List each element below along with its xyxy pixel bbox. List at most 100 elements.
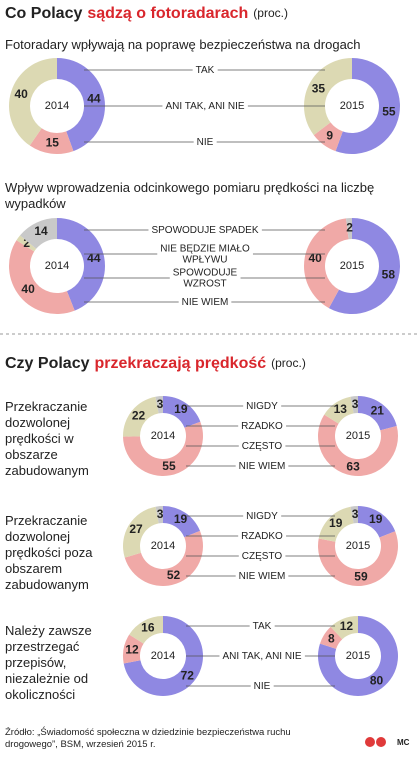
donut-segment	[9, 240, 75, 315]
value-label: 3	[157, 397, 164, 411]
category-label: TAK	[253, 621, 272, 632]
label-background	[235, 569, 289, 583]
category-label: CZĘSTO	[242, 441, 283, 452]
donut-segment	[318, 506, 354, 542]
year-label: 2015	[346, 430, 370, 442]
label-background	[238, 529, 287, 543]
value-label: 9	[326, 128, 333, 142]
label-background	[162, 99, 248, 113]
value-label: 27	[129, 522, 143, 536]
category-label: NIGDY	[246, 401, 278, 412]
donut-segment	[123, 634, 144, 664]
value-label: 44	[87, 92, 101, 106]
section-title: Czy Polacy przekraczają prędkość (proc.)	[5, 355, 306, 372]
donut-segment	[330, 616, 358, 640]
question: Przekraczanie dozwolonej prędkości poza obs…	[5, 513, 93, 592]
label-background	[148, 223, 262, 237]
value-label: 8	[328, 631, 335, 645]
year-label: 2015	[340, 260, 364, 272]
donut-segment	[124, 530, 204, 587]
donut-segment	[129, 616, 163, 644]
label-background	[169, 266, 241, 291]
value-label: 40	[308, 251, 322, 265]
value-label: 12	[340, 619, 354, 633]
value-label: 3	[352, 507, 359, 521]
category-label: NIE BĘDZIE MIAŁO WPŁYWU	[160, 243, 250, 265]
value-label: 55	[162, 459, 176, 473]
donut-segment	[29, 128, 74, 154]
donut-segment	[163, 396, 201, 428]
donut-segment	[123, 421, 203, 476]
value-label: 14	[34, 224, 48, 238]
value-label: 12	[125, 642, 139, 656]
value-label: 40	[21, 282, 35, 296]
donut-segment	[9, 58, 57, 146]
label-background	[193, 135, 217, 149]
donut-segment	[350, 506, 358, 524]
title-unit: (proc.)	[271, 356, 306, 370]
label-background	[238, 419, 287, 433]
donut-segment	[313, 122, 343, 152]
category-label: RZADKO	[241, 531, 283, 542]
donut-segment	[155, 396, 163, 414]
donut-segment	[335, 58, 400, 154]
value-label: 19	[369, 512, 383, 526]
question: Fotoradary wpływają na poprawę bezpiecze…	[5, 37, 361, 52]
donut-segment	[123, 616, 204, 696]
value-label: 3	[157, 507, 164, 521]
question: Wpływ wprowadzenia odcinkowego pomiaru p…	[4, 180, 374, 211]
value-label: 3	[352, 397, 359, 411]
donut-segment	[324, 396, 354, 424]
value-label: 80	[370, 674, 384, 688]
value-label: 13	[334, 402, 348, 416]
value-label: 52	[167, 568, 181, 582]
donut-segment	[345, 218, 352, 240]
category-label: ANI TAK, ANI NIE	[222, 651, 301, 662]
year-label: 2014	[151, 540, 175, 552]
donut-segment	[317, 414, 398, 477]
donut-segment	[155, 506, 163, 524]
donut-segment	[318, 531, 398, 586]
category-label: NIE WIEM	[182, 297, 229, 308]
year-label: 2015	[346, 650, 370, 662]
value-label: 15	[46, 135, 60, 149]
category-label: NIE	[197, 137, 214, 148]
year-label: 2014	[151, 430, 175, 442]
year-label: 2014	[45, 260, 69, 272]
logo-icon	[376, 737, 386, 747]
donut-segment	[328, 218, 401, 315]
value-label: 40	[15, 87, 29, 101]
value-label: 72	[181, 668, 195, 682]
donut-segment	[57, 218, 105, 311]
label-background	[243, 509, 282, 523]
donut-segment	[123, 506, 159, 558]
question: Należy zawsze przestrzegać przepisów, nieza…	[5, 623, 92, 702]
label-background	[178, 295, 232, 309]
category-label: SPOWODUJE WZROST	[173, 267, 238, 289]
category-label: SPOWODUJE SPADEK	[151, 225, 258, 236]
category-label: NIGDY	[246, 511, 278, 522]
title-highlight: sądzą o fotoradarach	[87, 5, 248, 22]
donut-segment	[123, 396, 159, 437]
value-label: 59	[354, 570, 368, 584]
category-label: RZADKO	[241, 421, 283, 432]
label-background	[238, 549, 286, 563]
value-label: 21	[371, 403, 385, 417]
donut-segment	[358, 506, 396, 538]
category-label: ANI TAK, ANI NIE	[165, 101, 244, 112]
section-title: Co Polacy sądzą o fotoradarach (proc.)	[5, 5, 288, 22]
donut-segment	[57, 58, 106, 152]
year-label: 2014	[151, 650, 175, 662]
donut-segment	[16, 235, 37, 252]
label-background	[250, 679, 274, 693]
value-label: 44	[87, 251, 101, 265]
author: MC	[397, 738, 410, 747]
label-background	[192, 63, 218, 77]
logo-icon	[365, 737, 375, 747]
value-label: 35	[312, 82, 326, 96]
category-label: TAK	[196, 65, 215, 76]
value-label: 22	[132, 408, 146, 422]
value-label: 2	[23, 236, 30, 250]
category-label: NIE WIEM	[239, 571, 286, 582]
